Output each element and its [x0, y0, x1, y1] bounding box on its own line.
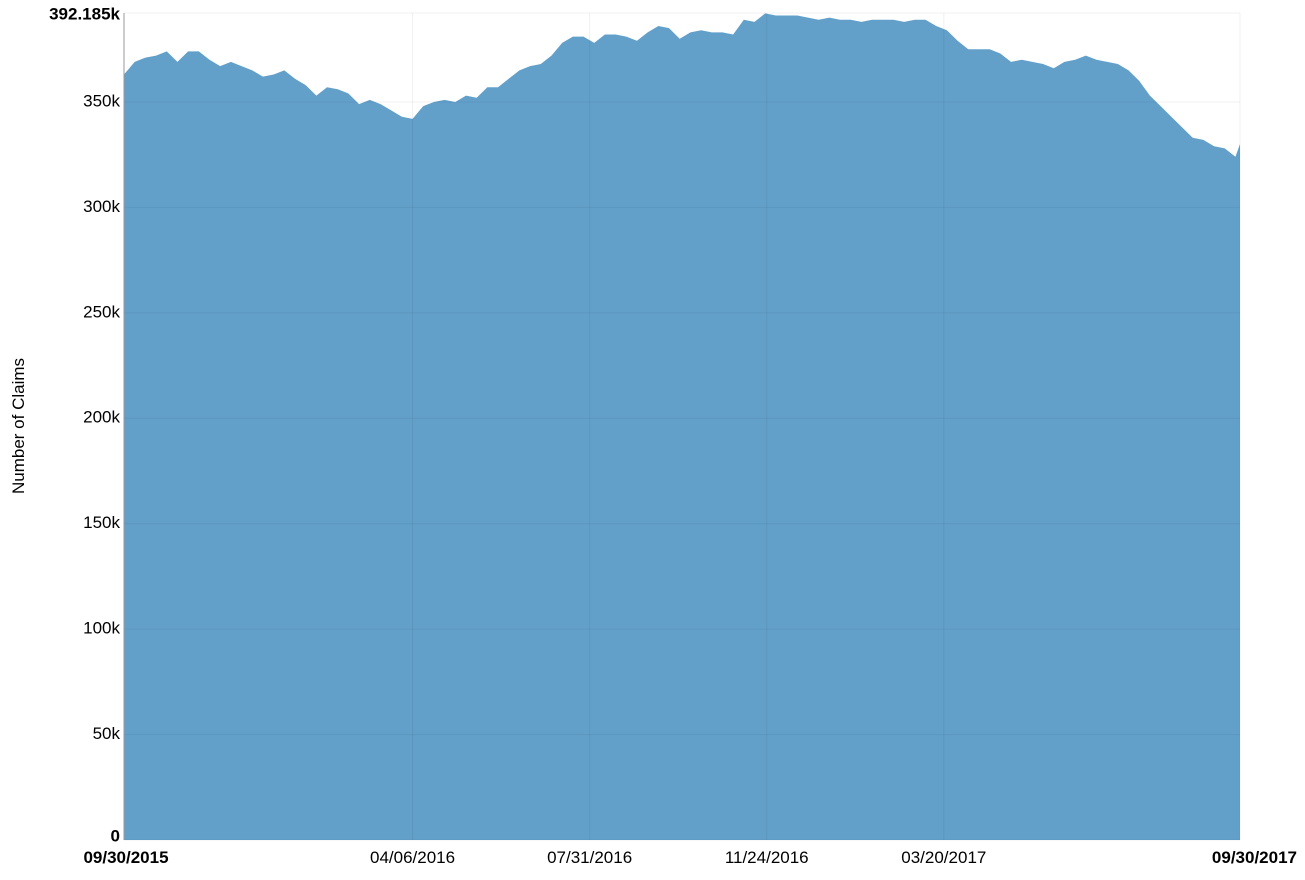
x-tick-label: 07/31/2016	[547, 848, 632, 867]
y-tick-label: 100k	[83, 619, 120, 638]
x-tick-label: 09/30/2017	[1212, 848, 1297, 867]
y-axis-label: Number of Claims	[9, 358, 28, 494]
y-tick-label: 0	[111, 826, 120, 845]
y-tick-label: 150k	[83, 513, 120, 532]
y-tick-label: 350k	[83, 91, 120, 110]
x-tick-label: 04/06/2016	[370, 848, 455, 867]
x-tick-label: 11/24/2016	[725, 848, 809, 867]
y-tick-label: 300k	[83, 197, 120, 216]
y-tick-label: 250k	[83, 302, 120, 321]
y-tick-label: 50k	[93, 724, 121, 743]
y-tick-label: 392.185k	[49, 4, 120, 23]
area	[124, 13, 1240, 840]
x-tick-label: 09/30/2015	[83, 848, 168, 867]
y-tick-label: 200k	[83, 408, 120, 427]
x-tick-label: 03/20/2017	[901, 848, 986, 867]
